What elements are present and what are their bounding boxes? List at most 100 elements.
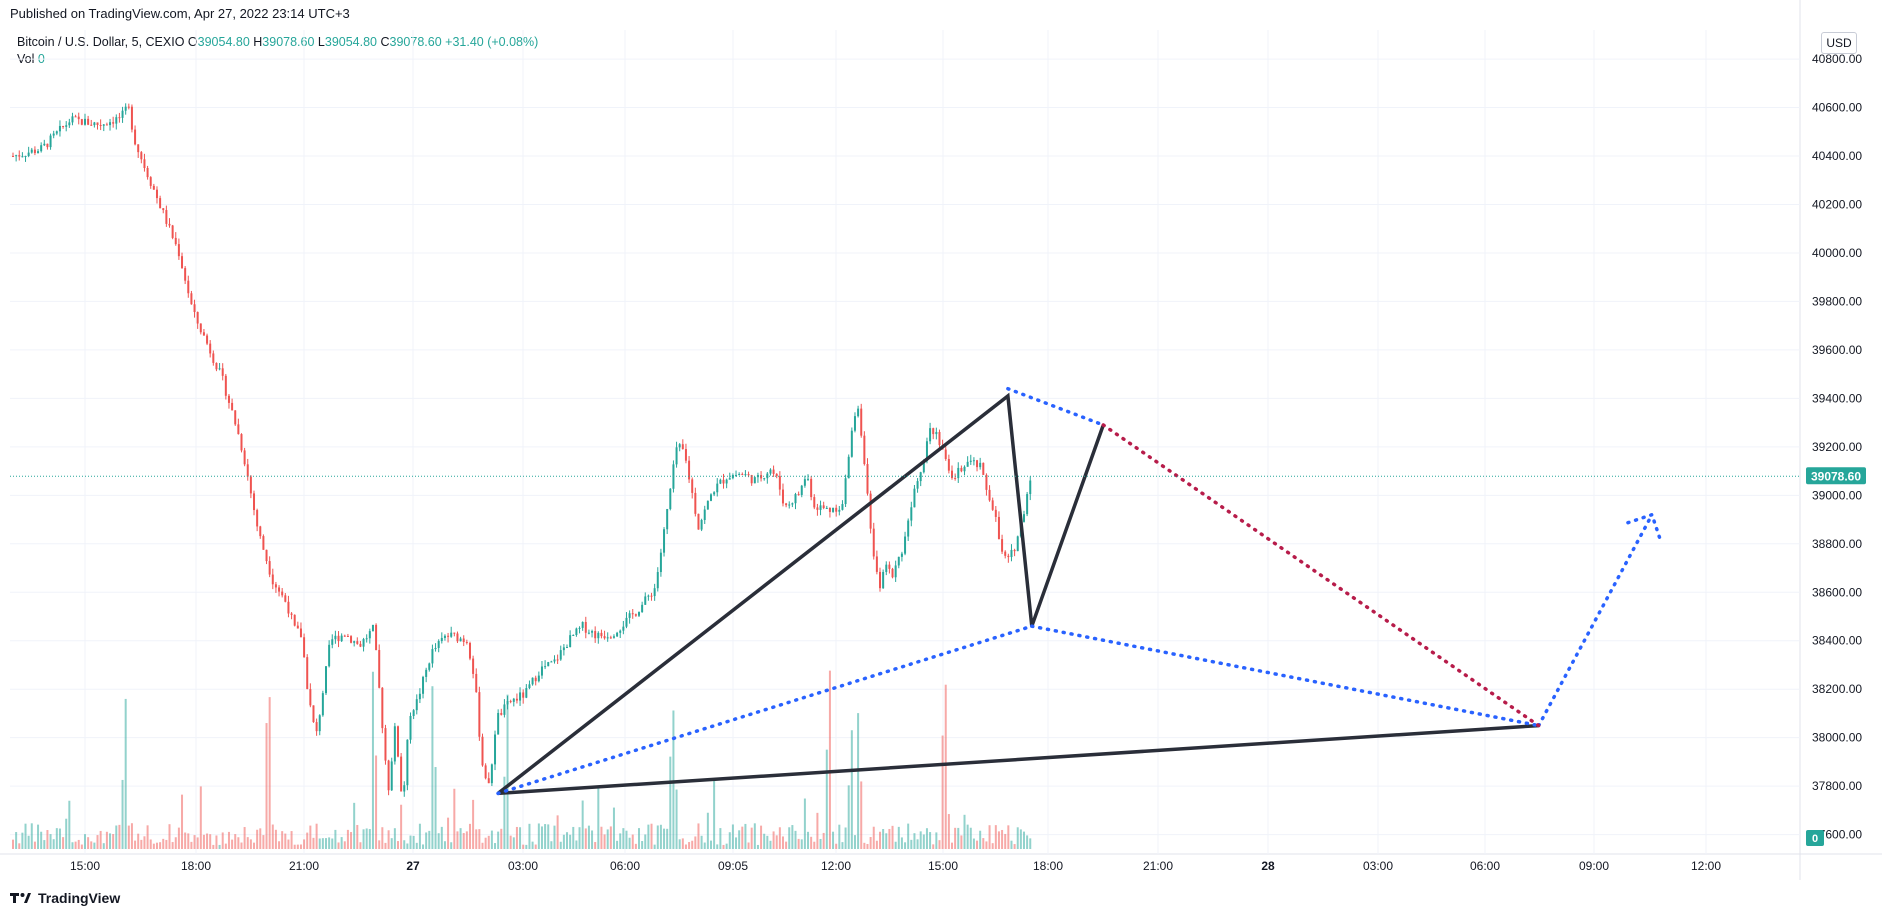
volume-bar — [540, 826, 543, 849]
volume-bars — [12, 670, 1032, 849]
candle-body — [807, 478, 810, 480]
volume-bar — [168, 824, 171, 849]
price-tick-label: 39400.00 — [1812, 391, 1862, 405]
volume-bar — [43, 840, 46, 849]
candle-body — [218, 368, 221, 370]
candle-body — [400, 756, 403, 792]
volume-bar — [838, 824, 841, 849]
projection-dotted-line[interactable] — [1536, 512, 1654, 728]
candle-body — [540, 666, 543, 676]
volume-bar — [284, 833, 287, 849]
volume-bar — [115, 825, 118, 849]
candle-body — [500, 712, 503, 715]
candle-body — [716, 483, 719, 493]
candle-body — [725, 479, 728, 484]
volume-label[interactable]: Vol — [17, 52, 35, 66]
candle-body — [735, 474, 738, 476]
candle-body — [237, 424, 240, 435]
candle-body — [713, 492, 716, 495]
volume-bar — [869, 837, 872, 849]
volume-bar — [822, 832, 825, 849]
volume-bar — [425, 832, 428, 849]
projection-dotted-line[interactable] — [1030, 624, 1541, 728]
volume-bar — [40, 831, 43, 849]
candle-body — [659, 552, 662, 573]
volume-bar — [83, 834, 86, 849]
candle-body — [766, 473, 769, 479]
target-dotted-line[interactable] — [1101, 423, 1541, 728]
candle-body — [181, 256, 184, 269]
volume-bar — [988, 825, 991, 849]
volume-bar — [634, 843, 637, 849]
volume-bar — [121, 779, 124, 849]
volume-bar — [794, 830, 797, 849]
volume-bar — [440, 826, 443, 849]
volume-bar — [49, 834, 52, 849]
volume-bar — [490, 830, 493, 849]
candle-body — [249, 476, 252, 494]
volume-bar — [944, 684, 947, 849]
candle-body — [271, 574, 274, 585]
candle-body — [37, 151, 40, 154]
volume-bar — [684, 844, 687, 849]
volume-bar — [537, 823, 540, 849]
volume-bar — [325, 838, 327, 849]
projection-dotted-line[interactable] — [1006, 386, 1106, 427]
volume-bar — [512, 837, 515, 849]
volume-bar — [46, 830, 49, 849]
candle-body — [109, 122, 112, 126]
volume-bar — [781, 836, 784, 849]
volume-bar — [62, 837, 65, 849]
base-line[interactable] — [497, 723, 1539, 796]
candle-body — [634, 614, 637, 616]
candle-body — [415, 699, 418, 711]
candle-body — [894, 565, 897, 578]
volume-bar — [522, 844, 525, 849]
volume-bar — [481, 842, 484, 849]
candle-body — [152, 185, 155, 190]
volume-bar — [262, 835, 265, 849]
symbol-name[interactable]: Bitcoin / U.S. Dollar, 5, CEXIO — [17, 35, 185, 49]
candle-body — [124, 106, 127, 111]
candle-body — [422, 676, 425, 694]
volume-bar — [619, 833, 622, 849]
ohlc-row: Bitcoin / U.S. Dollar, 5, CEXIO O39054.8… — [17, 34, 538, 51]
volume-bar — [913, 833, 916, 849]
candle-body — [684, 449, 687, 461]
volume-bar — [528, 823, 531, 849]
volume-bar — [879, 831, 882, 849]
pattern-line[interactable] — [496, 392, 1105, 795]
volume-bar — [600, 826, 603, 849]
footer-brand-label: TradingView — [38, 890, 121, 906]
currency-button[interactable]: USD — [1821, 32, 1857, 54]
candle-body — [860, 408, 863, 436]
volume-bar — [465, 831, 468, 849]
volume-bar — [625, 830, 628, 849]
candle-body — [155, 189, 158, 199]
candle-body — [143, 159, 146, 168]
projection-dotted-line[interactable] — [496, 624, 1034, 796]
footer-brand[interactable]: TradingView — [10, 890, 120, 906]
candle-body — [531, 677, 534, 685]
candle-body — [43, 143, 46, 146]
candle-body — [879, 571, 882, 589]
candle-body — [112, 122, 115, 124]
volume-bar — [891, 825, 894, 849]
candle-body — [443, 635, 446, 638]
candle-body — [822, 505, 825, 509]
volume-bar — [525, 844, 528, 849]
candle-body — [875, 556, 878, 572]
candle-body — [299, 628, 302, 638]
volume-bar — [71, 842, 74, 849]
volume-bar — [769, 840, 772, 849]
volume-bar — [134, 840, 137, 849]
candle-body — [904, 536, 907, 554]
candle-body — [253, 493, 256, 511]
volume-bar — [807, 831, 810, 849]
candle-body — [68, 122, 71, 126]
volume-bar — [30, 823, 33, 849]
volume-bar — [33, 841, 36, 849]
volume-bar — [957, 827, 960, 849]
candle-body — [731, 475, 734, 479]
